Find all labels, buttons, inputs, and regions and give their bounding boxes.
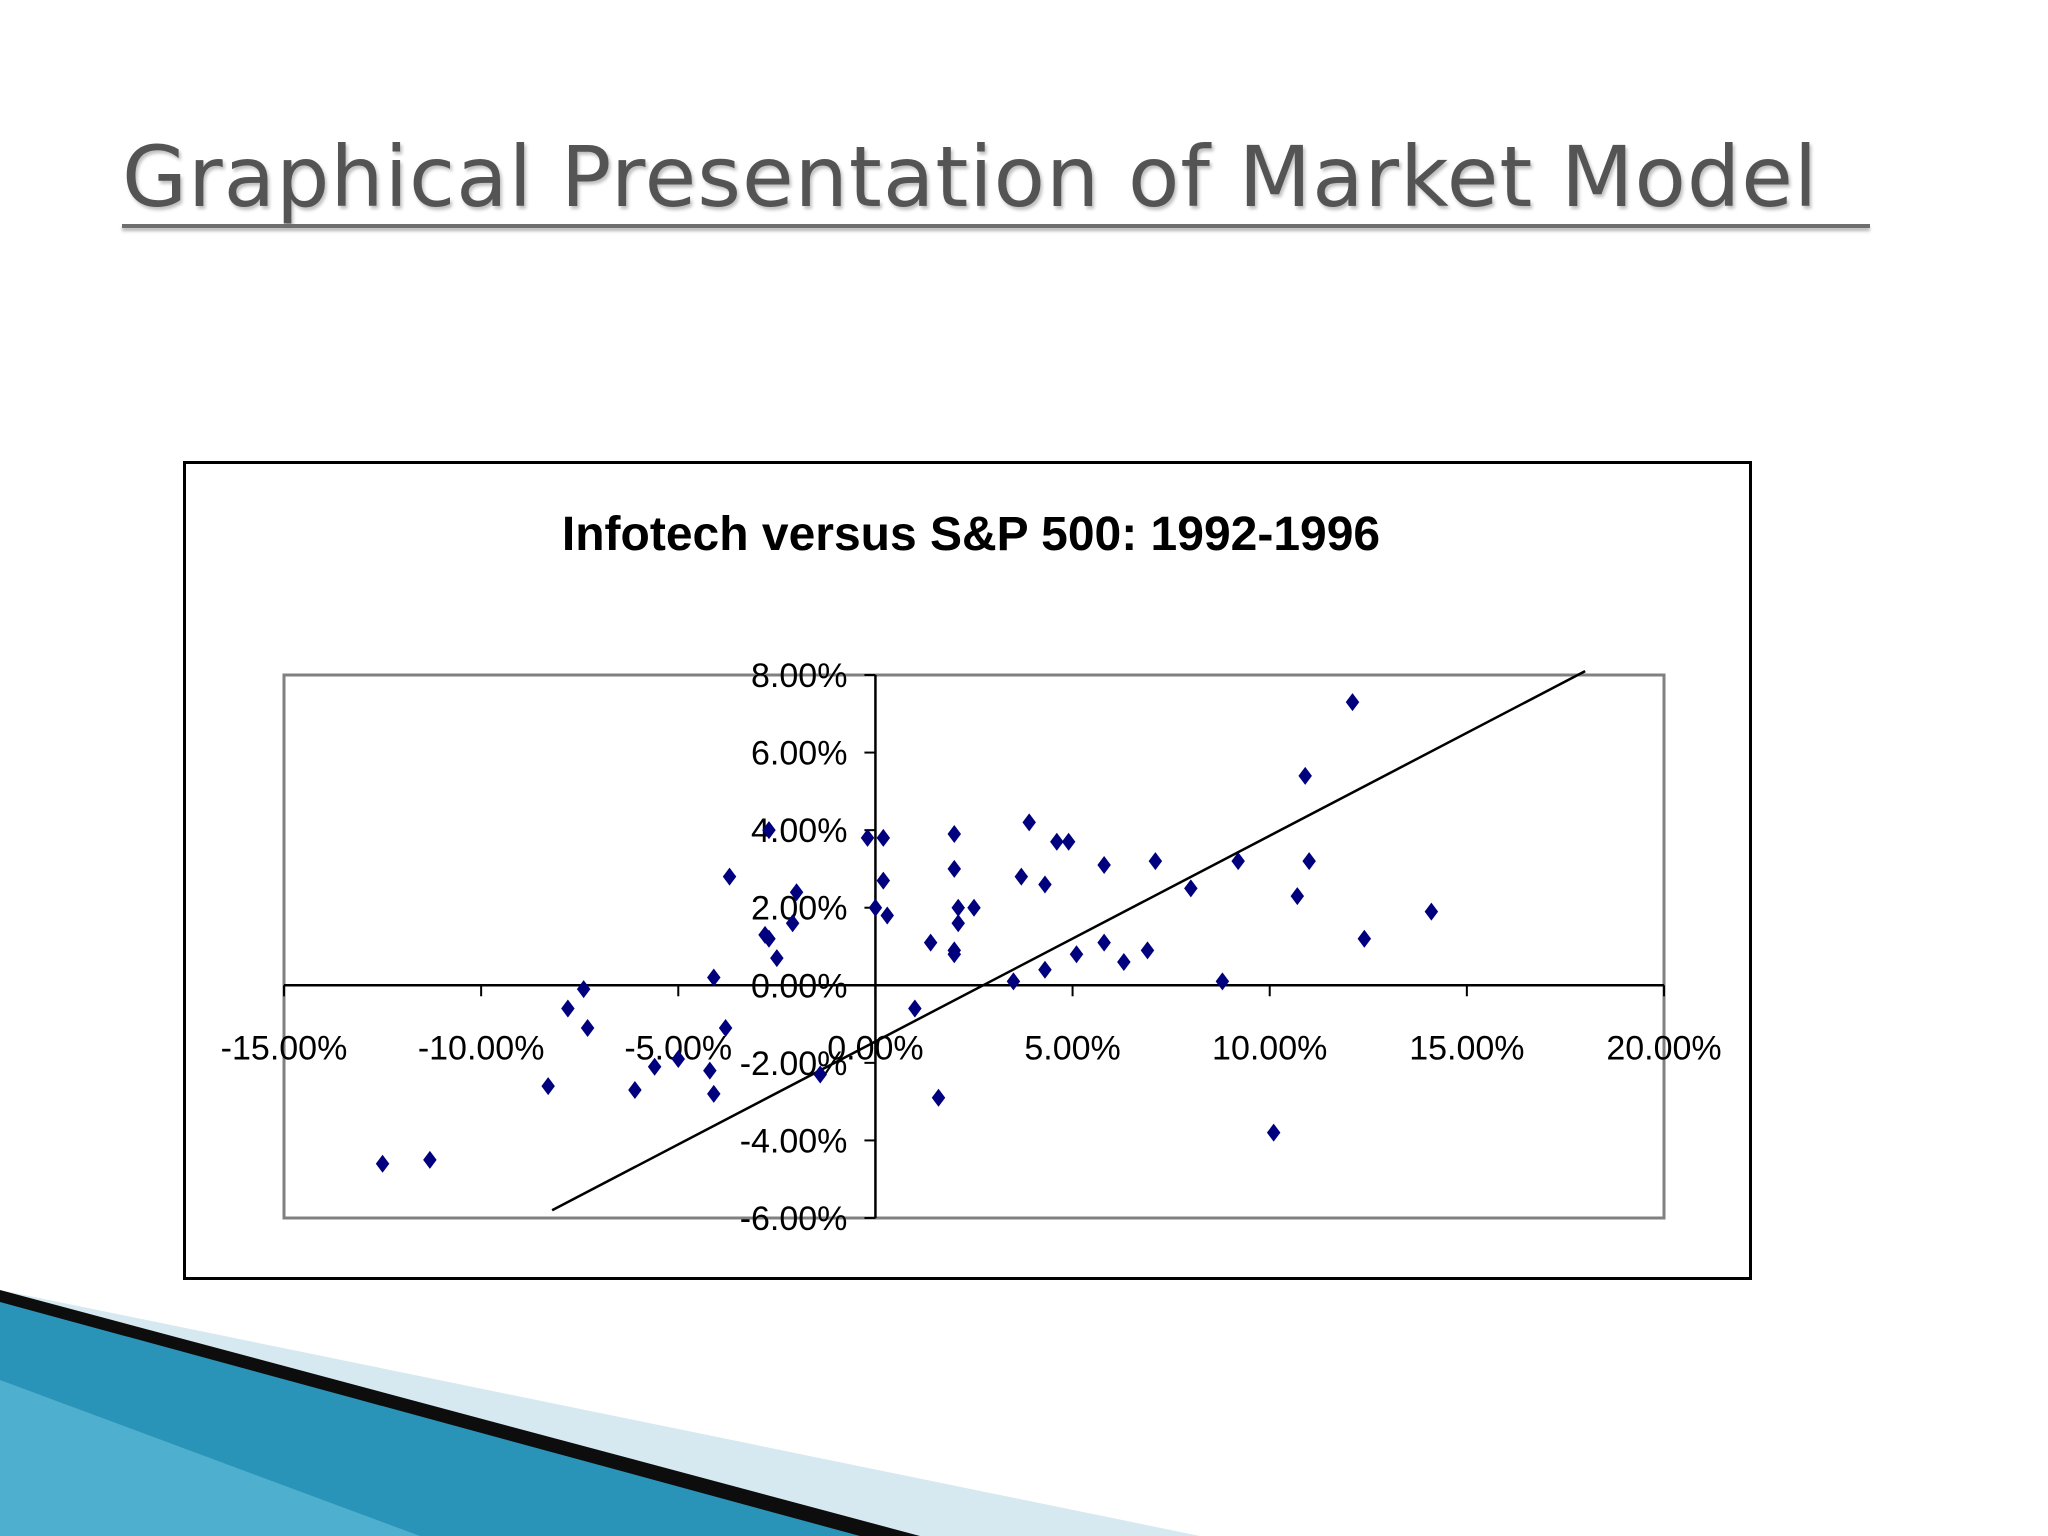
- data-point: [1298, 766, 1312, 785]
- data-point: [722, 867, 737, 886]
- data-point: [375, 1154, 390, 1173]
- data-point: [628, 1081, 642, 1100]
- data-point: [1097, 856, 1111, 875]
- data-point: [707, 968, 721, 987]
- data-point: [1069, 945, 1084, 964]
- data-point: [908, 999, 922, 1018]
- y-tick-label: 8.00%: [751, 657, 847, 695]
- data-point: [1215, 972, 1230, 991]
- data-point: [423, 1150, 437, 1169]
- trendline-layer: [551, 670, 1586, 1212]
- data-point: [947, 825, 962, 844]
- axes-layer: -15.00% -10.00% -5.00% 0.00% 5.00% 10.00% 15.0…: [221, 657, 1722, 1238]
- data-point: [1184, 879, 1198, 898]
- data-point: [1231, 852, 1245, 871]
- data-point: [951, 898, 965, 917]
- data-point: [580, 1018, 595, 1037]
- y-tick-label: 6.00%: [751, 735, 847, 773]
- data-point: [876, 871, 891, 890]
- x-tick-label: 15.00%: [1409, 1029, 1524, 1067]
- data-point: [1302, 852, 1316, 871]
- y-tick-label: -6.00%: [740, 1200, 848, 1238]
- chart-title: Infotech versus S&P 500: 1992-1996: [562, 508, 1380, 561]
- data-point: [718, 1018, 733, 1037]
- deco-teal-highlight: [0, 1380, 420, 1536]
- data-point: [813, 1065, 827, 1084]
- data-point: [1097, 933, 1111, 952]
- data-point: [951, 914, 965, 933]
- data-point: [1014, 867, 1029, 886]
- data-point: [1290, 887, 1305, 906]
- data-point: [923, 933, 938, 952]
- x-tick-label: 5.00%: [1024, 1029, 1120, 1067]
- data-point: [707, 1084, 721, 1103]
- data-point: [789, 883, 804, 902]
- data-point: [1140, 941, 1155, 960]
- slide-title: Graphical Presentation of Market Model: [122, 128, 1819, 226]
- data-point: [1038, 960, 1052, 979]
- y-tick-label: -4.00%: [740, 1122, 848, 1160]
- data-point: [671, 1049, 686, 1068]
- points-layer: [375, 693, 1439, 1173]
- data-point: [1148, 852, 1163, 871]
- data-point: [576, 980, 591, 999]
- plot-area: [282, 673, 1666, 1220]
- data-point: [762, 929, 776, 948]
- data-point: [967, 898, 981, 917]
- data-point: [876, 828, 891, 847]
- data-point: [703, 1061, 717, 1080]
- data-point: [1345, 693, 1360, 712]
- data-point: [880, 906, 895, 925]
- scatter-chart: Infotech versus S&P 500: 1992-1996 -15.0…: [221, 508, 1722, 1238]
- data-point: [947, 859, 962, 878]
- data-point: [1424, 902, 1439, 921]
- data-point: [541, 1077, 555, 1096]
- x-tick-label: -15.00%: [221, 1029, 348, 1067]
- data-point: [1006, 972, 1021, 991]
- x-tick-label: 0.00%: [827, 1029, 923, 1067]
- y-tick-label: 0.00%: [751, 967, 847, 1005]
- data-point: [1050, 832, 1064, 851]
- x-tick-label: -10.00%: [418, 1029, 545, 1067]
- regression-line: [551, 670, 1586, 1212]
- x-tick-label: 10.00%: [1212, 1029, 1327, 1067]
- data-point: [770, 949, 784, 968]
- data-point: [762, 821, 776, 840]
- x-tick-label: 20.00%: [1606, 1029, 1721, 1067]
- data-point: [1038, 875, 1052, 894]
- data-point: [1266, 1123, 1281, 1142]
- data-point: [1117, 953, 1131, 972]
- data-point: [947, 945, 962, 964]
- data-point: [647, 1057, 662, 1076]
- data-point: [860, 828, 875, 847]
- data-point: [785, 914, 800, 933]
- title-underline: [122, 224, 1870, 228]
- data-point: [1357, 929, 1372, 948]
- chart-frame: Infotech versus S&P 500: 1992-1996 -15.0…: [183, 461, 1752, 1280]
- data-point: [931, 1088, 946, 1107]
- y-tick-label: -2.00%: [740, 1045, 848, 1083]
- data-point: [561, 999, 575, 1018]
- data-point: [1061, 832, 1076, 851]
- data-point: [868, 898, 883, 917]
